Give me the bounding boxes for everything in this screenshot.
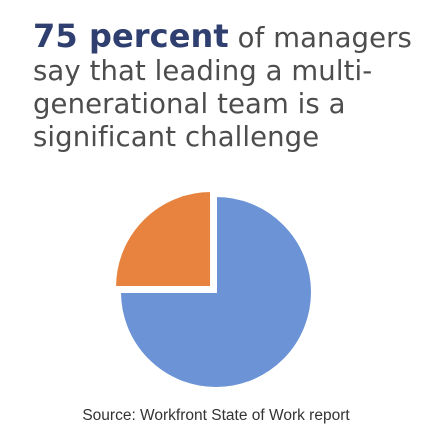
source-note: Source: Workfront State of Work report (82, 407, 350, 424)
pie-chart (0, 188, 432, 398)
pie-chart-svg (114, 190, 313, 389)
pie-slice-1 (114, 190, 213, 289)
headline-stat: 75 percent (33, 17, 229, 55)
pie-slice-0 (118, 194, 313, 389)
headline-rest: of managers say that leading a multi-gen… (33, 22, 412, 153)
headline: 75 percent of managers say that leading … (33, 20, 425, 154)
